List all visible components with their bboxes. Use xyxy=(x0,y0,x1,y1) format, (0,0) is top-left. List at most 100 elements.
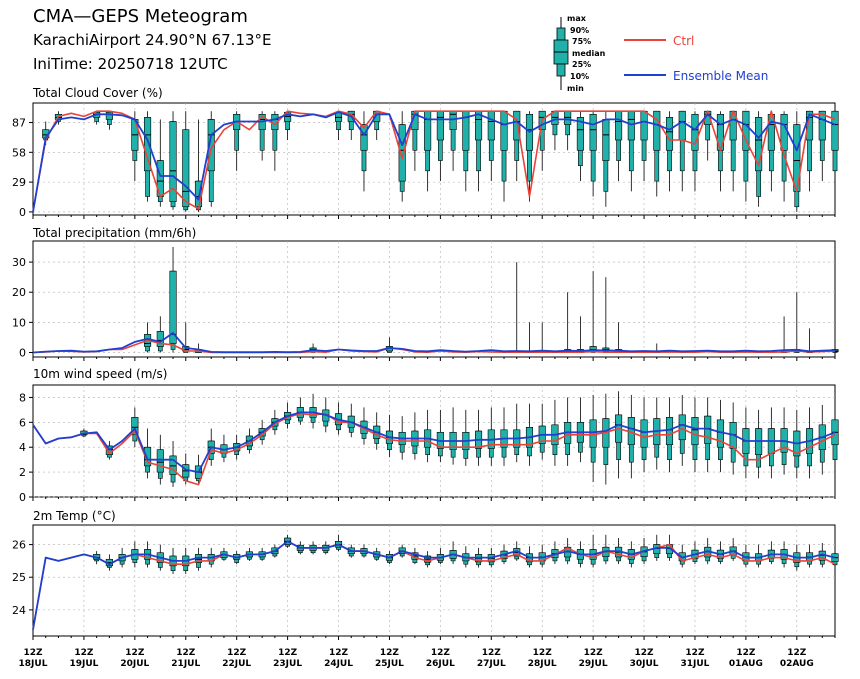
box-iqr xyxy=(182,129,190,208)
box-iqr xyxy=(105,111,113,120)
box-iqr xyxy=(207,119,215,172)
box-iqr xyxy=(360,124,368,151)
panel-title: 2m Temp (°C) xyxy=(33,509,116,523)
x-tick-label-date: 27JUL xyxy=(477,659,506,669)
x-tick-label-hour: 12Z xyxy=(533,648,553,658)
x-tick-label-date: 30JUL xyxy=(630,659,659,669)
y-tick-label: 4 xyxy=(19,441,26,454)
ensemble-mean-line xyxy=(32,331,836,354)
x-tick-label-hour: 12Z xyxy=(176,648,196,658)
y-tick-label: 0 xyxy=(19,206,26,219)
x-tick-label-hour: 12Z xyxy=(125,648,145,658)
box-iqr xyxy=(131,417,139,436)
box-iqr xyxy=(755,117,763,172)
legend-median: median xyxy=(572,49,606,58)
x-tick-label-date: 25JUL xyxy=(375,659,404,669)
x-tick-label-date: 01AUG xyxy=(729,659,763,669)
x-tick-label-date: 23JUL xyxy=(273,659,302,669)
ctrl-line xyxy=(32,540,836,630)
panel-title: Total precipitation (mm/6h) xyxy=(32,226,196,240)
x-tick-label-hour: 12Z xyxy=(431,648,451,658)
box-iqr xyxy=(627,110,635,141)
box-iqr xyxy=(576,117,584,151)
x-tick-label-hour: 12Z xyxy=(329,648,349,658)
box-iqr xyxy=(589,114,597,151)
legend-p10: 10% xyxy=(570,72,589,81)
x-tick-label-hour: 12Z xyxy=(482,648,502,658)
chart-title: CMA—GEPS Meteogram xyxy=(33,6,248,27)
x-tick-label-date: 31JUL xyxy=(681,659,710,669)
x-tick-label-date: 22JUL xyxy=(222,659,251,669)
x-tick-label-date: 20JUL xyxy=(120,659,149,669)
y-tick-label: 26 xyxy=(12,539,26,552)
panel-title: Total Cloud Cover (%) xyxy=(32,86,163,100)
ensemble-mean-line xyxy=(32,111,836,213)
legend-min: min xyxy=(567,84,584,93)
ensemble-mean-line xyxy=(32,540,836,630)
panel-frame xyxy=(32,524,836,637)
x-tick-label-hour: 12Z xyxy=(584,648,604,658)
x-tick-label-date: 19JUL xyxy=(69,659,98,669)
station-info: KarachiAirport 24.90°N 67.13°E xyxy=(33,31,272,49)
ctrl-line xyxy=(32,412,836,486)
y-tick-label: 0 xyxy=(19,346,26,359)
y-tick-label: 20 xyxy=(12,286,26,299)
box-iqr xyxy=(678,414,686,441)
ensemble-mean-line xyxy=(32,411,836,474)
box-iqr xyxy=(640,419,648,448)
x-tick-label-hour: 12Z xyxy=(23,648,43,658)
legend-box-key xyxy=(553,17,569,90)
legend: max 90% 75% median 25% 10% min Ctrl Ense… xyxy=(553,14,768,93)
x-tick-label-hour: 12Z xyxy=(787,648,807,658)
box-iqr xyxy=(691,114,699,151)
box-iqr xyxy=(564,110,572,125)
legend-ctrl-label: Ctrl xyxy=(673,34,694,48)
box-iqr xyxy=(665,417,674,446)
box-iqr xyxy=(640,110,648,141)
legend-p75: 75% xyxy=(572,37,591,46)
x-tick-label-date: 24JUL xyxy=(324,659,353,669)
box-iqr xyxy=(156,449,164,473)
box-iqr xyxy=(169,455,177,475)
box-iqr xyxy=(513,110,521,141)
x-tick-label-hour: 12Z xyxy=(278,648,298,658)
box-iqr xyxy=(144,117,152,172)
y-tick-label: 87 xyxy=(12,117,26,130)
box-iqr xyxy=(424,110,432,151)
box-iqr xyxy=(487,110,495,141)
box-iqr xyxy=(169,270,177,344)
x-tick-label-hour: 12Z xyxy=(635,648,655,658)
x-tick-label-date: 26JUL xyxy=(426,659,455,669)
x-tick-label-date: 02AUG xyxy=(780,659,814,669)
x-tick-label-hour: 12Z xyxy=(380,648,400,658)
y-tick-label: 6 xyxy=(19,416,26,429)
legend-p25: 25% xyxy=(572,60,591,69)
x-tick-label-hour: 12Z xyxy=(227,648,247,658)
ctrl-line xyxy=(32,110,836,213)
box-iqr xyxy=(500,110,508,151)
legend-mean-label: Ensemble Mean xyxy=(673,69,768,83)
box-iqr xyxy=(678,110,686,141)
x-tick-label-hour: 12Z xyxy=(685,648,705,658)
box-iqr xyxy=(653,110,661,151)
box-iqr xyxy=(615,110,623,141)
legend-max: max xyxy=(567,14,587,23)
box-iqr xyxy=(818,110,826,141)
x-tick-label-date: 28JUL xyxy=(528,659,557,669)
x-tick-label-date: 18JUL xyxy=(19,659,48,669)
y-tick-label: 10 xyxy=(12,316,26,329)
legend-p90: 90% xyxy=(570,26,589,35)
panel-frame xyxy=(32,240,836,358)
box-iqr xyxy=(144,446,152,467)
y-tick-label: 30 xyxy=(12,256,26,269)
box-iqr xyxy=(691,417,699,446)
x-tick-label-hour: 12Z xyxy=(74,648,94,658)
x-tick-label-hour: 12Z xyxy=(736,648,756,658)
box-iqr xyxy=(665,117,674,151)
y-tick-label: 58 xyxy=(12,146,26,159)
box-iqr xyxy=(398,124,406,182)
x-tick-label-date: 21JUL xyxy=(171,659,200,669)
y-tick-label: 25 xyxy=(12,571,26,584)
y-tick-label: 24 xyxy=(12,604,26,617)
